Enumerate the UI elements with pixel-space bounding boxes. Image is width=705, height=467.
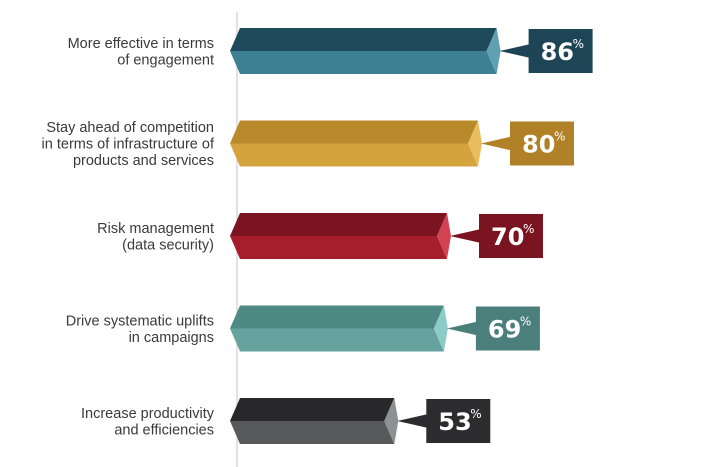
category-label: Risk management (data security) — [97, 221, 214, 254]
value-callout-box — [426, 399, 491, 443]
category-label-line: Stay ahead of competition — [46, 120, 214, 136]
value-callout-box — [528, 29, 593, 73]
bar-tip — [468, 120, 482, 167]
value-callout-pointer — [481, 136, 512, 151]
bar-item: 69% — [230, 305, 540, 352]
bar-value-label: 80 — [522, 131, 555, 159]
category-label-line: Increase productivity — [81, 406, 215, 422]
bar-value-unit: % — [520, 315, 531, 329]
value-callout-pointer — [499, 44, 531, 58]
bar-top-face — [230, 398, 395, 421]
category-label-line: of engagement — [117, 52, 214, 68]
bar-item: 70% — [230, 213, 543, 259]
category-label-line: More effective in terms — [68, 36, 214, 52]
category-label: More effective in terms of engagement — [68, 36, 214, 69]
bar-top-face — [230, 213, 447, 236]
bar-value-unit: % — [573, 37, 584, 51]
bar-value-label: 70 — [491, 223, 524, 251]
bar-value-label: 86 — [541, 38, 574, 66]
value-callout-pointer — [450, 229, 481, 243]
category-label-line: in terms of infrastructure of — [42, 137, 215, 153]
bar-tip — [486, 28, 501, 74]
category-label: Drive systematic uplifts in campaigns — [66, 313, 214, 346]
bar-tip — [384, 398, 399, 444]
bar-top-face — [230, 120, 478, 144]
bar-value-label: 53 — [438, 408, 471, 436]
bar-bottom-face — [230, 236, 447, 259]
category-label-line: in campaigns — [129, 330, 214, 346]
category-label-line: products and services — [73, 153, 214, 169]
bar-item: 53% — [230, 398, 491, 444]
bar-value-label: 69 — [488, 316, 521, 344]
bar-item: 86% — [230, 28, 593, 74]
category-label: Increase productivity and efficiencies — [81, 406, 215, 439]
bar-value-unit: % — [470, 407, 481, 421]
bar-top-face — [230, 305, 444, 329]
value-callout-pointer — [397, 414, 429, 428]
bar-value-unit: % — [554, 130, 565, 144]
category-label: Stay ahead of competition in terms of inf… — [42, 120, 215, 169]
bar-bottom-face — [230, 143, 478, 167]
bar-tip — [437, 213, 451, 259]
bar-value-unit: % — [523, 222, 534, 236]
category-label-line: Drive systematic uplifts — [66, 313, 214, 329]
category-label-line: Risk management — [97, 221, 214, 237]
bar-item: 80% — [230, 120, 574, 167]
value-callout-pointer — [446, 321, 478, 336]
bar-top-face — [230, 28, 497, 51]
bar-bottom-face — [230, 421, 395, 444]
value-callout-box — [510, 121, 574, 166]
bars-group: 86%80%70%69%53% — [230, 28, 593, 444]
bar-tip — [433, 305, 448, 352]
category-label-line: and efficiencies — [114, 422, 214, 438]
value-callout-box — [479, 214, 543, 258]
bar-bottom-face — [230, 328, 444, 352]
category-labels-group: More effective in terms of engagement Stay… — [42, 36, 215, 439]
bar-bottom-face — [230, 51, 497, 74]
category-label-line: (data security) — [122, 237, 214, 253]
value-callout-box — [475, 306, 540, 351]
